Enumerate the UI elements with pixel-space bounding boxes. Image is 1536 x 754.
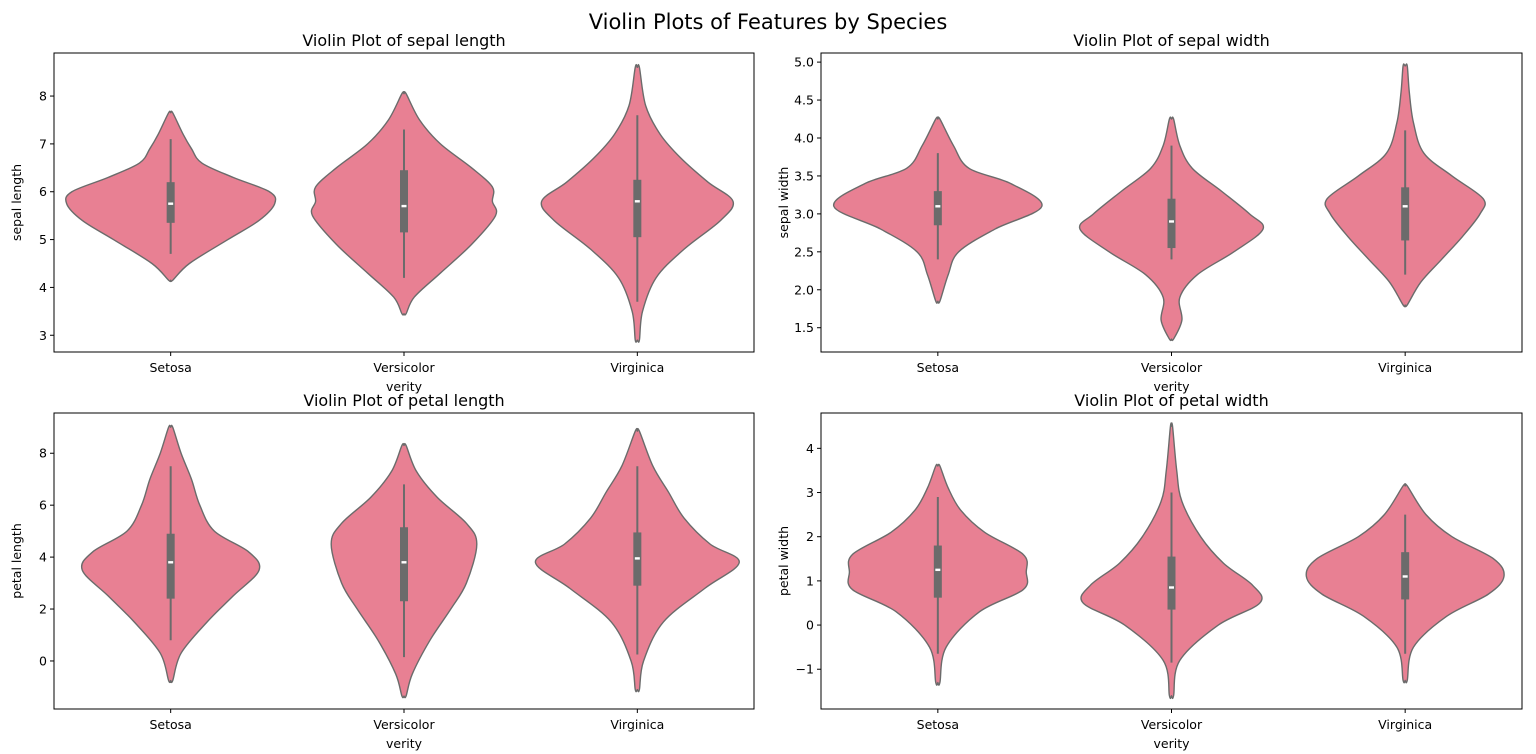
median-virginica — [1402, 575, 1408, 578]
x-tick-label: Setosa — [149, 717, 191, 732]
iqr-box-versicolor — [400, 170, 408, 233]
y-tick-label: 3.0 — [794, 206, 814, 221]
y-tick-label: 0 — [39, 653, 47, 668]
y-tick-label: 5.0 — [794, 55, 814, 70]
y-tick-label: 2 — [39, 602, 47, 617]
subplot-title: Violin Plot of petal length — [303, 391, 504, 410]
y-tick-label: 1 — [806, 573, 814, 588]
x-tick-label: Versicolor — [1141, 360, 1203, 375]
y-tick-label: 3 — [39, 328, 47, 343]
y-tick-label: 3 — [806, 485, 814, 500]
y-axis-label: petal width — [776, 526, 791, 596]
y-tick-label: 4 — [806, 441, 814, 456]
median-setosa — [168, 202, 174, 205]
y-tick-label: 7 — [39, 136, 47, 151]
x-axis-label: verity — [386, 736, 423, 751]
median-virginica — [634, 557, 640, 560]
y-tick-label: 4 — [39, 550, 47, 565]
y-tick-label: 8 — [39, 446, 47, 461]
x-tick-label: Setosa — [917, 360, 959, 375]
subplot-3: Violin Plot of petal length 0 2 4 6 8 Setosa Ve… — [9, 391, 755, 751]
subplot-4: Violin Plot of petal width −1 0 1 2 3 4 Setosa V… — [776, 391, 1523, 751]
y-tick-label: 0 — [806, 618, 814, 633]
median-setosa — [935, 568, 941, 572]
y-tick-label: 2.0 — [794, 282, 814, 297]
x-tick-label: Versicolor — [373, 717, 435, 732]
iqr-box-versicolor — [1167, 556, 1176, 610]
iqr-box-setosa — [166, 533, 175, 599]
y-tick-label: 6 — [39, 184, 47, 199]
y-axis-label: sepal length — [9, 164, 24, 241]
subplot-1: Violin Plot of sepal length 3 4 5 6 7 8 Setosa V… — [9, 31, 755, 394]
x-axis-label: verity — [386, 379, 423, 394]
iqr-box-setosa — [933, 545, 942, 598]
median-versicolor — [401, 561, 407, 564]
y-tick-label: 5 — [39, 232, 47, 247]
y-tick-label: 4.5 — [794, 93, 814, 108]
y-tick-label: 8 — [39, 89, 47, 104]
iqr-box-setosa — [933, 191, 942, 226]
x-axis-label: verity — [1154, 379, 1191, 394]
x-tick-label: Virginica — [610, 360, 664, 375]
iqr-box-virginica — [1401, 187, 1410, 241]
iqr-box-versicolor — [400, 527, 408, 602]
subplot-title: Violin Plot of petal width — [1074, 391, 1268, 410]
median-setosa — [935, 205, 941, 208]
x-tick-label: Versicolor — [1141, 717, 1203, 732]
y-axis-label: petal length — [9, 523, 24, 598]
x-tick-label: Versicolor — [373, 360, 435, 375]
y-tick-label: −1 — [796, 662, 814, 677]
y-tick-label: 4.0 — [794, 130, 814, 145]
y-tick-label: 2 — [806, 529, 814, 544]
subplot-title: Violin Plot of sepal length — [302, 31, 505, 50]
x-axis-label: verity — [1154, 736, 1191, 751]
iqr-box-versicolor — [1167, 198, 1176, 249]
y-axis-label: sepal width — [776, 167, 791, 239]
iqr-box-virginica — [633, 179, 642, 238]
subplot-2: Violin Plot of sepal width 1.5 2.0 2.5 3.0 3.… — [776, 31, 1523, 394]
median-versicolor — [401, 204, 407, 208]
median-setosa — [168, 561, 174, 564]
x-tick-label: Setosa — [917, 717, 959, 732]
x-tick-label: Setosa — [149, 360, 191, 375]
x-tick-label: Virginica — [1378, 360, 1432, 375]
y-tick-label: 6 — [39, 498, 47, 513]
y-tick-label: 3.5 — [794, 168, 814, 183]
x-tick-label: Virginica — [610, 717, 664, 732]
y-tick-label: 4 — [39, 280, 47, 295]
median-virginica — [1402, 205, 1408, 208]
y-tick-label: 1.5 — [794, 320, 814, 335]
figure-title: Violin Plots of Features by Species — [588, 10, 948, 34]
median-versicolor — [1169, 220, 1174, 223]
y-tick-label: 2.5 — [794, 244, 814, 259]
median-versicolor — [1169, 586, 1174, 589]
subplot-title: Violin Plot of sepal width — [1073, 31, 1269, 50]
median-virginica — [634, 200, 640, 203]
x-tick-label: Virginica — [1378, 717, 1432, 732]
